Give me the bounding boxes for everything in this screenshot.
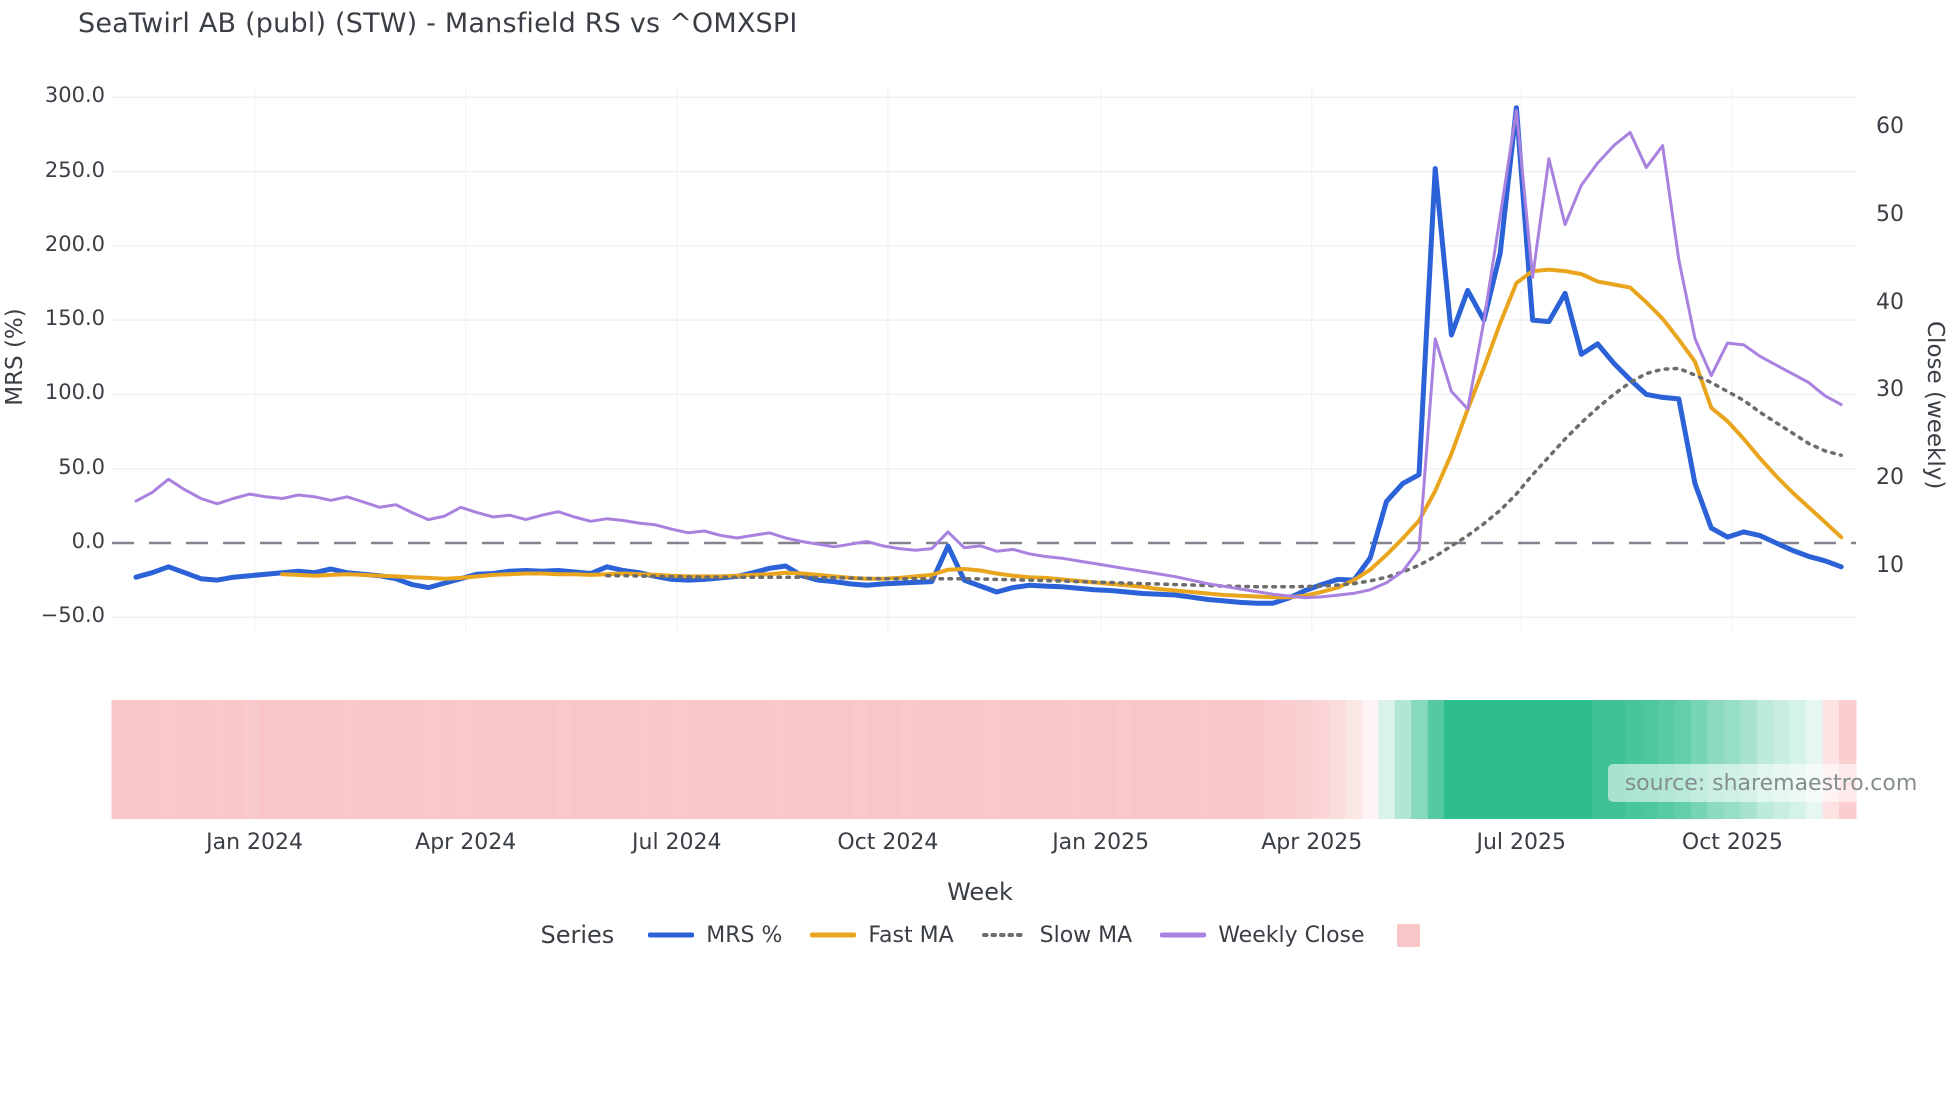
y-axis-title-left: MRS (%) [2,308,28,406]
legend-label: Weekly Close [1218,922,1365,948]
y-tick-left-150.0: 150.0 [44,306,105,331]
x-tick-oct-2024: Oct 2024 [837,830,939,855]
legend-item-fast-ma: Fast MA [810,922,954,948]
x-tick-apr-2024: Apr 2024 [415,830,517,855]
x-tick-apr-2025: Apr 2025 [1261,830,1363,855]
y-axis-title-right: Close (weekly) [1922,321,1948,490]
legend-swatch-icon [1160,932,1207,938]
legend-swatch-icon [810,932,857,938]
source-watermark: source: sharemaestro.com [1608,764,1934,802]
series-line-fast-ma [280,267,1844,600]
y-tick-right-40: 40 [1876,289,1904,315]
legend-swatch-icon [648,932,695,938]
y-tick-left-250.0: 250.0 [44,157,105,182]
legend-heat-swatch-icon [1396,923,1420,947]
y-tick-right-60: 60 [1876,114,1904,139]
y-tick-right-20: 20 [1876,465,1904,491]
legend-label: Slow MA [1039,922,1133,948]
y-tick-left-0.0: 0.0 [71,529,105,553]
series-line-mrs- [133,105,1844,606]
legend: Series MRS % Fast MA Slow MA Weekly Close [0,921,1960,949]
x-axis-title: Week [947,878,1013,906]
y-tick-left-50.0: 50.0 [58,454,105,479]
legend-title: Series [540,921,615,949]
series-line-weekly-close [134,108,1843,600]
x-tick-jan-2025: Jan 2025 [1052,830,1150,855]
x-tick-jul-2025: Jul 2025 [1476,830,1567,855]
y-tick-right-50: 50 [1876,201,1904,227]
y-tick-left-200.0: 200.0 [44,231,105,256]
legend-items: MRS % Fast MA Slow MA Weekly Close [648,922,1420,948]
y-tick-left-100.0: 100.0 [44,380,105,405]
chart-title: SeaTwirl AB (publ) (STW) - Mansfield RS … [78,8,798,39]
legend-item-mrs-: MRS % [648,923,782,948]
legend-label: Fast MA [868,922,954,948]
legend-label: MRS % [706,922,783,948]
y-tick-left-−50.0: −50.0 [40,603,105,628]
y-tick-right-10: 10 [1876,553,1904,578]
x-tick-jul-2024: Jul 2024 [632,830,722,855]
legend-item-slow-ma: Slow MA [981,922,1133,948]
y-tick-left-300.0: 300.0 [44,83,105,108]
x-tick-jan-2024: Jan 2024 [206,830,303,855]
legend-swatch-icon [981,933,1028,937]
x-tick-oct-2025: Oct 2025 [1681,830,1783,855]
legend-item-weekly-close: Weekly Close [1160,922,1365,948]
series-line-slow-ma [605,366,1843,589]
y-tick-right-30: 30 [1876,377,1904,403]
